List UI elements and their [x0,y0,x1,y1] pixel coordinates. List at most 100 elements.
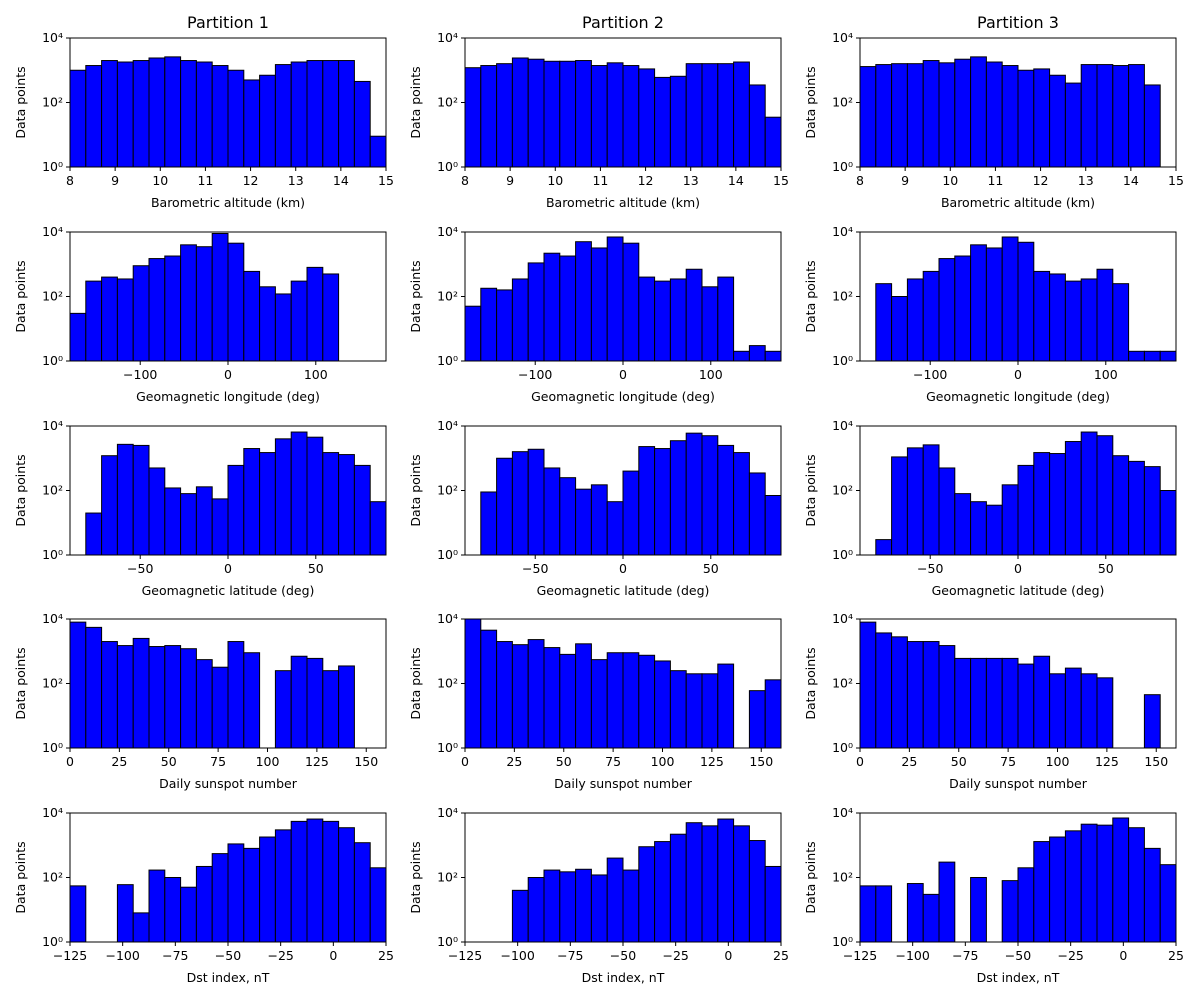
bar [85,65,103,168]
bar [1143,350,1161,362]
y-tick-label: 10⁴ [832,418,853,433]
bar [132,912,150,943]
y-tick-label: 10⁴ [832,805,853,820]
bar [954,657,972,749]
bar [1033,452,1051,556]
y-tick-label: 10⁰ [42,547,63,562]
bar [132,265,150,362]
x-axis-label: Geomagnetic latitude (deg) [537,583,710,598]
bar [1096,435,1114,556]
bar [559,653,577,749]
bar [480,287,498,362]
bar [164,255,182,362]
x-tick-label: 12 [638,173,654,188]
bar [148,258,166,362]
bar [622,869,640,943]
bar [1112,283,1130,362]
x-tick-label: 14 [333,173,349,188]
bar [164,56,182,168]
bar [717,63,735,168]
bar [875,283,893,362]
bar [938,62,956,168]
bar [180,886,197,943]
bar [1128,460,1145,556]
x-tick-label: 100 [651,754,675,769]
x-tick-label: 15 [1168,173,1184,188]
x-tick-label: −50 [215,948,241,963]
bar [590,874,608,943]
y-tick-label: 10⁰ [437,159,458,174]
bar [622,652,640,749]
bar [1001,880,1019,943]
y-tick-label: 10⁰ [42,159,63,174]
bar [259,286,276,362]
bar [1080,278,1098,362]
bar [1049,273,1066,362]
bar [701,63,719,168]
bar [164,645,182,749]
y-tick-label: 10⁰ [832,547,853,562]
bar [195,659,213,749]
bar [338,60,355,168]
bar [1017,663,1035,749]
x-tick-label: 0 [224,367,232,382]
bar [733,350,750,362]
bar [132,444,150,556]
y-tick-label: 10⁰ [437,740,458,755]
x-tick-label: 25 [378,948,394,963]
subplot: 10⁰ 10² 10⁴ 0 25 50 75 100 125 150 Daily sunspot n… [803,611,1177,791]
bar [922,60,940,168]
x-tick-label: 100 [304,367,328,382]
x-tick-label: 0 [329,948,337,963]
bar [685,673,703,749]
x-tick-label: −125 [448,948,482,963]
bar [69,885,87,943]
x-tick-label: 50 [703,561,719,576]
bar [195,865,213,943]
subplot: 10⁰ 10² 10⁴ 8 9 10 11 12 13 14 15 Partition 1 Barome… [13,13,394,210]
subplot: 10⁰ 10² 10⁴ 0 25 50 75 100 125 150 Daily sunspot n… [13,611,387,791]
x-tick-label: −100 [913,367,947,382]
bar [717,663,735,749]
bar [353,80,371,168]
subplot: 10⁰ 10² 10⁴ −50 0 50 Geomagnetic latitude (deg… [803,418,1177,598]
y-tick-label: 10⁴ [437,224,458,239]
bar [1080,64,1098,168]
bar [511,889,529,943]
bar [164,487,182,556]
bar [938,645,956,749]
y-axis-label: Data points [408,260,423,332]
y-tick-label: 10⁴ [42,611,63,626]
subplot: 10⁰ 10² 10⁴ −100 0 100 Geomagnetic longitude (… [803,224,1177,404]
bar [464,305,482,362]
x-tick-label: 15 [773,173,789,188]
y-tick-label: 10⁴ [832,30,853,45]
bar [748,345,766,362]
subplot: 10⁰ 10² 10⁴ −100 0 100 Geomagnetic longitude (… [13,224,387,404]
bar [496,63,513,168]
bar [132,637,150,749]
x-tick-label: 150 [354,754,378,769]
bar [290,820,308,943]
bar [938,467,956,556]
bar [195,61,213,168]
bar [211,498,229,556]
x-tick-label: −50 [610,948,636,963]
x-tick-label: −25 [267,948,293,963]
bar [1049,74,1066,168]
bar [164,877,182,943]
bar [1096,64,1114,168]
bar [1064,667,1082,749]
y-axis-label: Data points [803,260,818,332]
bar [906,447,924,556]
x-tick-label: 11 [987,173,1003,188]
bar [590,659,608,749]
bar [875,64,893,168]
bar [764,350,782,362]
bar [227,464,245,556]
x-axis-label: Geomagnetic latitude (deg) [142,583,315,598]
bar [859,885,877,943]
bar [970,657,987,749]
y-axis-label: Data points [13,454,28,526]
